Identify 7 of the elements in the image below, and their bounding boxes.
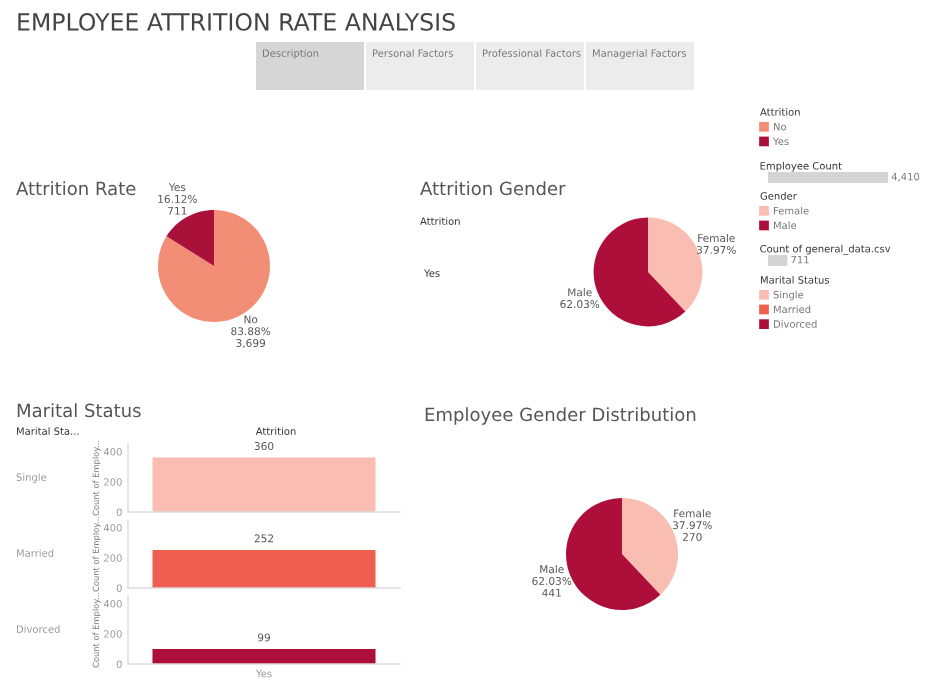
pie-slice (166, 210, 214, 266)
chart-title: Employee Gender Distribution (425, 407, 696, 425)
chart-title: Marital Status (17, 403, 141, 418)
text: EMPLOYEE ATTRITION RATE ANALYSIS (18, 12, 455, 31)
chart-title: Attrition Gender (420, 181, 566, 196)
pie-slice (158, 210, 270, 322)
chart-title: Attrition Rate (16, 181, 136, 196)
